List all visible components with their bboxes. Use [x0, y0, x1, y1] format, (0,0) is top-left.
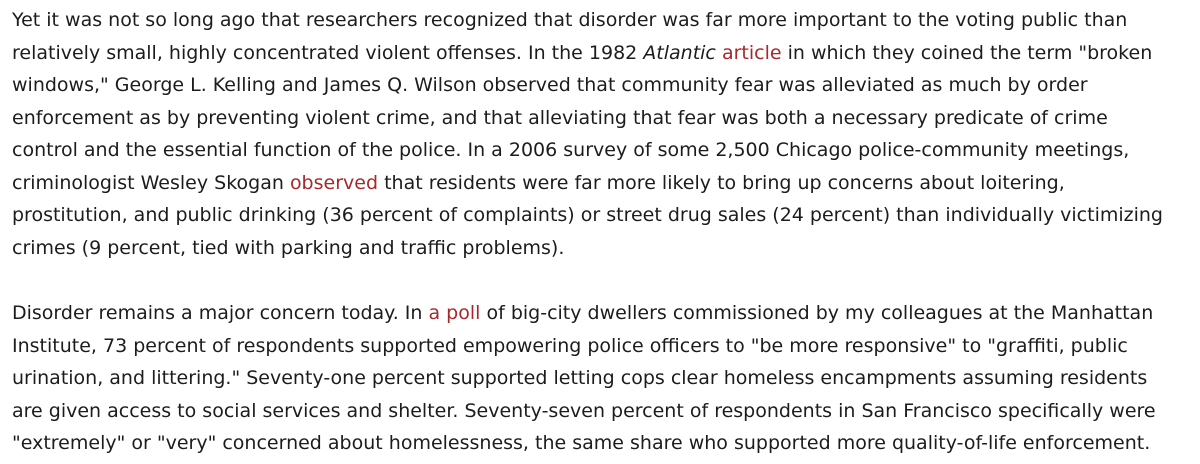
- text-line: urination, and littering." Seventy-one p…: [12, 362, 1190, 395]
- article-link[interactable]: article: [721, 41, 782, 64]
- text-run: are given access to social services and …: [12, 399, 1156, 422]
- text-run: enforcement as by preventing violent cri…: [12, 106, 1108, 129]
- text-run: in which they coined the term "broken: [781, 41, 1153, 64]
- text-line: prostitution, and public drinking (36 pe…: [12, 199, 1190, 232]
- text-run: urination, and littering." Seventy-one p…: [12, 367, 1148, 389]
- text-run: Institute, 73 percent of respondents sup…: [12, 334, 1128, 357]
- paragraph-broken-windows: Yet it was not so long ago that research…: [12, 4, 1190, 264]
- publication-name: Atlantic: [643, 41, 716, 64]
- text-line: windows," George L. Kelling and James Q.…: [12, 69, 1190, 102]
- text-run: prostitution, and public drinking (36 pe…: [12, 204, 1163, 226]
- text-run: criminologist Wesley Skogan: [12, 171, 290, 194]
- text-run: relatively small, highly concentrated vi…: [12, 41, 644, 64]
- text-line: relatively small, highly concentrated vi…: [12, 37, 1190, 70]
- text-line: crimes (9 percent, tied with parking and…: [12, 232, 1190, 265]
- text-run: Yet it was not so long ago that research…: [12, 9, 1128, 31]
- text-run: that residents were far more likely to b…: [378, 171, 1065, 194]
- text-line: Disorder remains a major concern today. …: [12, 297, 1190, 330]
- text-run: control and the essential function of th…: [12, 139, 1130, 161]
- text-line: criminologist Wesley Skogan observed tha…: [12, 167, 1190, 200]
- paragraph-disorder-today: Disorder remains a major concern today. …: [12, 297, 1190, 460]
- text-line: enforcement as by preventing violent cri…: [12, 102, 1190, 135]
- paragraph-spacer: [12, 264, 1190, 297]
- observed-link[interactable]: observed: [289, 171, 379, 194]
- text-run: Disorder remains a major concern today. …: [12, 302, 429, 324]
- poll-link[interactable]: a poll: [428, 302, 481, 324]
- text-line: Yet it was not so long ago that research…: [12, 4, 1190, 37]
- text-run: of big-city dwellers commissioned by my …: [480, 302, 1154, 324]
- text-run: windows," George L. Kelling and James Q.…: [12, 74, 1088, 96]
- text-line: Institute, 73 percent of respondents sup…: [12, 330, 1190, 363]
- text-run: "extremely" or "very" concerned about ho…: [12, 432, 1151, 454]
- text-line: are given access to social services and …: [12, 395, 1190, 428]
- text-line: control and the essential function of th…: [12, 134, 1190, 167]
- text-run: crimes (9 percent, tied with parking and…: [12, 236, 565, 259]
- text-line: "extremely" or "very" concerned about ho…: [12, 427, 1190, 460]
